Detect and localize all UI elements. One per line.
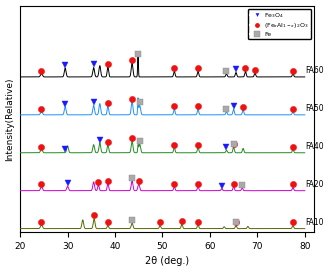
Text: FA40: FA40: [306, 142, 324, 151]
Text: FA60: FA60: [306, 66, 324, 75]
Y-axis label: Intensity(Relative): Intensity(Relative): [6, 77, 15, 160]
Text: FA50: FA50: [306, 104, 324, 113]
Legend: Fe$_3$O$_4$, (Fe$_x$Al$_{1-x}$)$_2$O$_3$, Fe: Fe$_3$O$_4$, (Fe$_x$Al$_{1-x}$)$_2$O$_3$…: [248, 9, 311, 39]
Text: FA20: FA20: [306, 180, 324, 189]
Text: FA10: FA10: [306, 218, 324, 227]
X-axis label: 2θ (deg.): 2θ (deg.): [145, 256, 189, 267]
